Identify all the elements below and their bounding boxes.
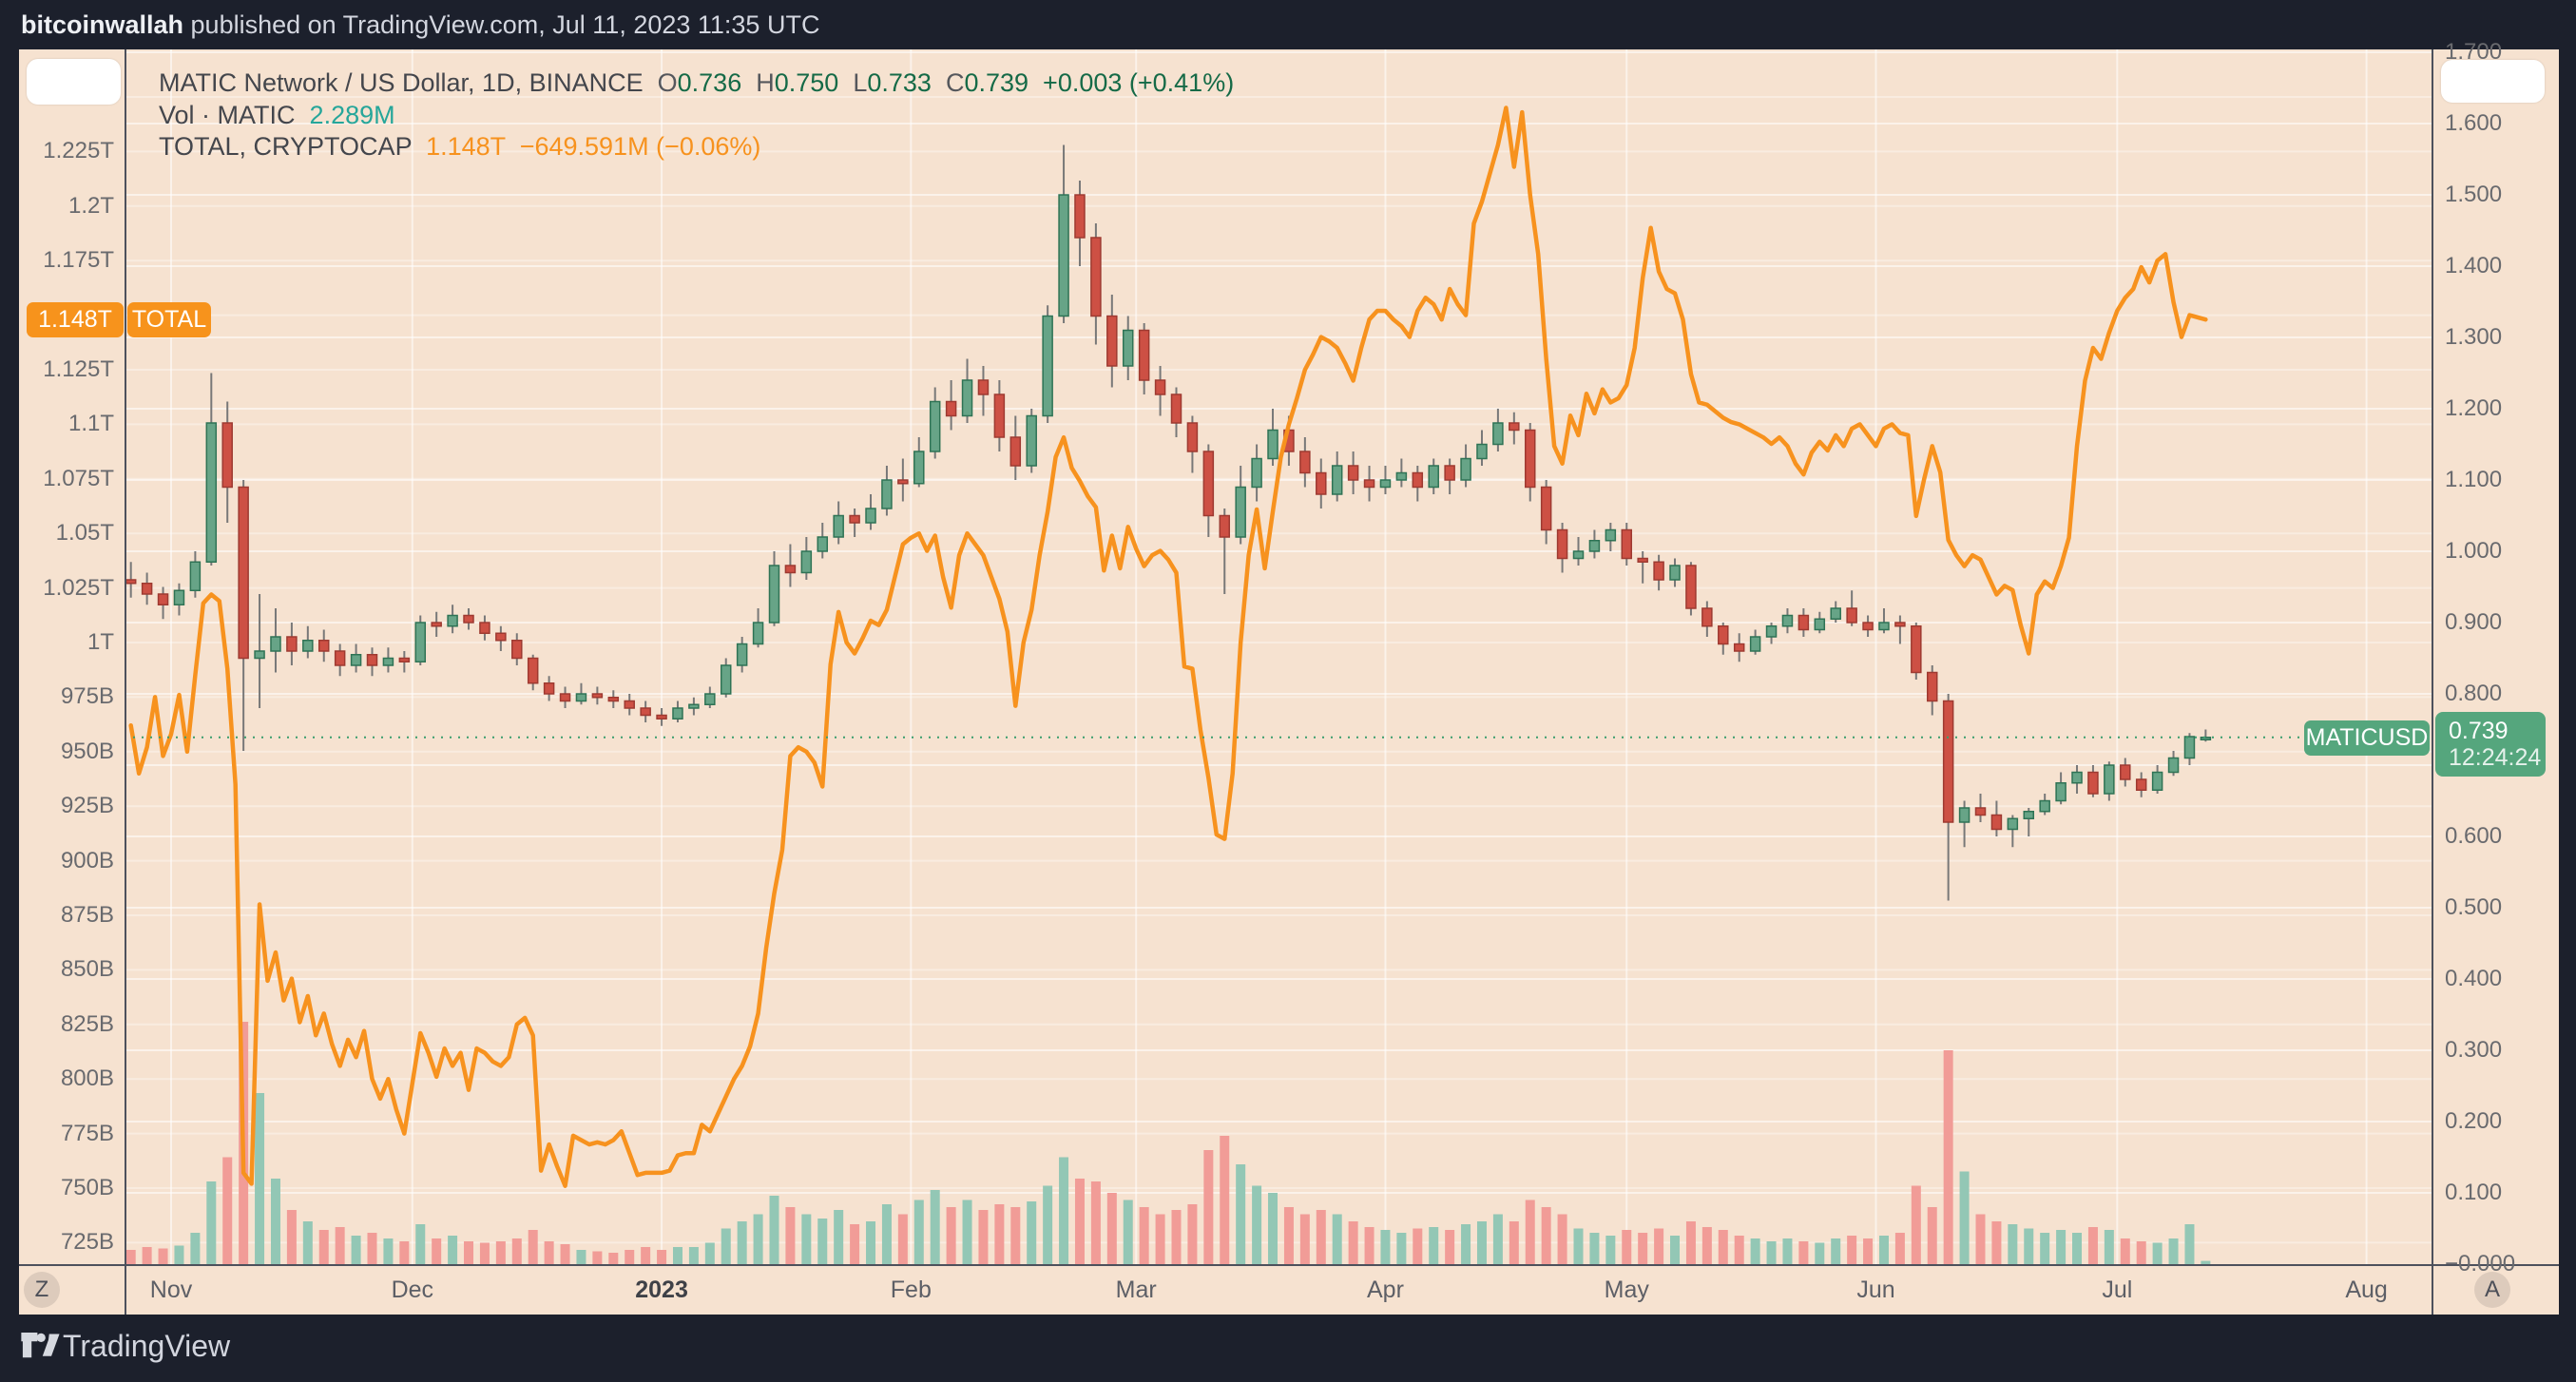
- title-bar: bitcoinwallah published on TradingView.c…: [0, 0, 2576, 49]
- time-axis-separator: [19, 1264, 2559, 1266]
- mcap-axis-label: 1.05T: [55, 520, 114, 547]
- time-axis-label[interactable]: May: [1604, 1276, 1649, 1303]
- price-axis-label: 1.300: [2445, 324, 2503, 350]
- chart-widget[interactable]: 1.25T1.225T1.2T1.175T1.125T1.1T1.075T1.0…: [19, 39, 2559, 1315]
- publish-info: bitcoinwallah published on TradingView.c…: [21, 0, 819, 49]
- mcap-axis-label: 1.075T: [43, 465, 114, 491]
- mcap-axis-label: 800B: [60, 1065, 114, 1092]
- mcap-axis-label: 1T: [87, 629, 114, 655]
- time-axis-label[interactable]: Nov: [149, 1276, 193, 1303]
- zoom-out-button[interactable]: Z: [24, 1272, 60, 1308]
- price-axis-label: 1.500: [2445, 182, 2503, 207]
- price-axis-label: 0.800: [2445, 681, 2503, 706]
- ohlc-h-label: H: [756, 68, 775, 97]
- censor-box-right: [2441, 60, 2545, 103]
- price-change: +0.003 (+0.41%): [1043, 68, 1235, 97]
- mcap-axis-label: 775B: [60, 1120, 114, 1146]
- chart-canvas[interactable]: [19, 49, 2559, 1315]
- mcap-axis-label: 875B: [60, 902, 114, 928]
- time-axis-label[interactable]: Apr: [1367, 1276, 1404, 1303]
- time-axis-label[interactable]: Mar: [1115, 1276, 1157, 1303]
- mcap-axis-label: 975B: [60, 683, 114, 710]
- auto-scale-button[interactable]: A: [2474, 1272, 2510, 1308]
- mcap-axis-label: 950B: [60, 738, 114, 764]
- legend-row-symbol[interactable]: MATIC Network / US Dollar, 1D, BINANCE O…: [159, 68, 1234, 98]
- mcap-axis-label: 750B: [60, 1175, 114, 1200]
- last-price-box: 0.739 12:24:24: [2435, 712, 2546, 777]
- price-axis-label: 1.200: [2445, 395, 2503, 421]
- mcap-axis-label: 1.125T: [43, 356, 114, 382]
- price-axis-label: 1.600: [2445, 110, 2503, 136]
- price-axis-label: 0.400: [2445, 966, 2503, 991]
- mcap-axis-label: 925B: [60, 793, 114, 819]
- legend-row-total[interactable]: TOTAL, CRYPTOCAP 1.148T −649.591M (−0.06…: [159, 132, 760, 162]
- ohlc-c-label: C: [945, 68, 965, 97]
- price-axis-label: 1.100: [2445, 467, 2503, 492]
- time-axis[interactable]: Nov Dec 2023 Feb Mar Apr May Jun Jul Aug: [19, 1266, 2559, 1315]
- footer-bar: TradingView: [0, 1315, 2576, 1382]
- legend-row-volume[interactable]: Vol · MATIC 2.289M: [159, 101, 395, 130]
- total-value: 1.148T: [426, 132, 506, 161]
- publish-text: published on TradingView.com, Jul 11, 20…: [183, 10, 820, 39]
- price-axis-label: 0.300: [2445, 1037, 2503, 1063]
- price-axis-label: 1.400: [2445, 253, 2503, 278]
- ohlc-l-value: 0.733: [867, 68, 932, 97]
- ohlc-o-value: 0.736: [677, 68, 742, 97]
- price-axis-label: −0.000: [2445, 1251, 2516, 1276]
- pair-badge: MATICUSD: [2304, 720, 2430, 756]
- ohlc-h-value: 0.750: [774, 68, 839, 97]
- total-series-badge: TOTAL: [127, 302, 211, 337]
- mcap-axis-label: 1.175T: [43, 247, 114, 274]
- price-axis-label: 0.100: [2445, 1180, 2503, 1205]
- price-axis-label: 1.000: [2445, 538, 2503, 564]
- mcap-axis-label: 900B: [60, 847, 114, 873]
- time-axis-label[interactable]: Jul: [2102, 1276, 2133, 1303]
- price-axis-label: 0.500: [2445, 894, 2503, 920]
- price-axis-label: 0.900: [2445, 609, 2503, 635]
- ohlc-l-label: L: [853, 68, 868, 97]
- volume-label: Vol · MATIC: [159, 101, 296, 129]
- last-price: 0.739: [2449, 718, 2509, 744]
- bar-countdown: 12:24:24: [2449, 744, 2542, 771]
- mcap-axis-label: 725B: [60, 1229, 114, 1256]
- time-axis-label[interactable]: 2023: [635, 1276, 688, 1303]
- censor-box-left: [27, 59, 121, 105]
- symbol-title: MATIC Network / US Dollar, 1D, BINANCE: [159, 68, 644, 97]
- right-axis-separator: [2432, 49, 2433, 1315]
- tradingview-brand[interactable]: TradingView: [63, 1329, 231, 1363]
- left-axis-separator: [125, 49, 126, 1315]
- mcap-axis-label: 1.2T: [67, 192, 114, 219]
- time-axis-label[interactable]: Dec: [391, 1276, 434, 1303]
- mcap-axis-label: 1.025T: [43, 574, 114, 601]
- mcap-axis-label: 1.1T: [67, 411, 114, 437]
- mcap-axis-label: 850B: [60, 956, 114, 983]
- ohlc-o-label: O: [657, 68, 678, 97]
- time-axis-label[interactable]: Feb: [890, 1276, 932, 1303]
- tradingview-logo-icon[interactable]: [21, 1333, 63, 1365]
- volume-value: 2.289M: [309, 101, 395, 129]
- price-axis-label: 0.600: [2445, 823, 2503, 849]
- username: bitcoinwallah: [21, 10, 184, 39]
- mcap-axis-label: 1.225T: [43, 138, 114, 164]
- mcap-axis-label: 825B: [60, 1010, 114, 1037]
- time-axis-label[interactable]: Jun: [1856, 1276, 1895, 1303]
- ohlc-c-value: 0.739: [964, 68, 1029, 97]
- total-change: −649.591M (−0.06%): [519, 132, 761, 161]
- time-axis-label[interactable]: Aug: [2345, 1276, 2388, 1303]
- price-axis-label: 0.200: [2445, 1108, 2503, 1134]
- total-axis-badge: 1.148T: [27, 302, 124, 337]
- total-symbol-title: TOTAL, CRYPTOCAP: [159, 132, 413, 161]
